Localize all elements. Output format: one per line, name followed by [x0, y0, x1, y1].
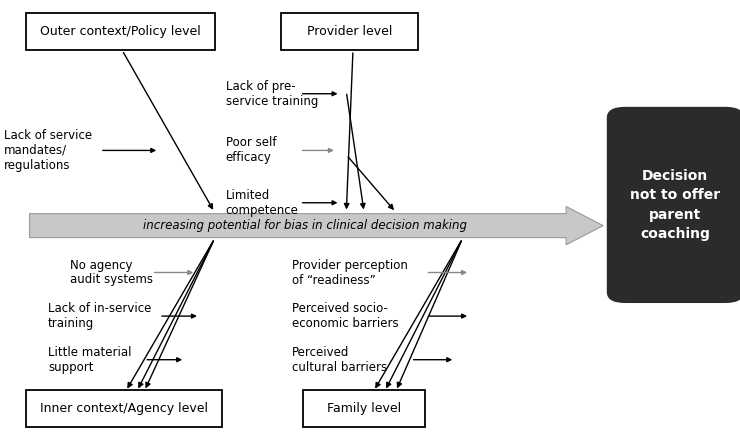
Text: No agency
audit systems: No agency audit systems [70, 259, 153, 286]
Text: Family level: Family level [327, 402, 402, 415]
Text: Lack of pre-
service training: Lack of pre- service training [226, 80, 318, 108]
FancyBboxPatch shape [26, 13, 215, 50]
Text: Poor self
efficacy: Poor self efficacy [226, 136, 276, 164]
Text: Provider level: Provider level [307, 25, 392, 38]
FancyBboxPatch shape [26, 390, 222, 427]
Text: Lack of in-service
training: Lack of in-service training [48, 302, 152, 330]
FancyBboxPatch shape [303, 390, 425, 427]
FancyBboxPatch shape [607, 107, 740, 303]
Text: Provider perception
of “readiness”: Provider perception of “readiness” [292, 259, 408, 286]
Text: Decision
not to offer
parent
coaching: Decision not to offer parent coaching [630, 169, 720, 241]
Text: Outer context/Policy level: Outer context/Policy level [40, 25, 201, 38]
Text: Inner context/Agency level: Inner context/Agency level [40, 402, 208, 415]
Text: Lack of service
mandates/
regulations: Lack of service mandates/ regulations [4, 129, 92, 172]
FancyBboxPatch shape [281, 13, 418, 50]
FancyArrow shape [30, 206, 603, 245]
Text: Perceived socio-
economic barriers: Perceived socio- economic barriers [292, 302, 399, 330]
Text: Little material
support: Little material support [48, 346, 132, 374]
Text: increasing potential for bias in clinical decision making: increasing potential for bias in clinica… [144, 219, 467, 232]
Text: Perceived
cultural barriers: Perceived cultural barriers [292, 346, 388, 374]
Text: Limited
competence: Limited competence [226, 189, 298, 217]
